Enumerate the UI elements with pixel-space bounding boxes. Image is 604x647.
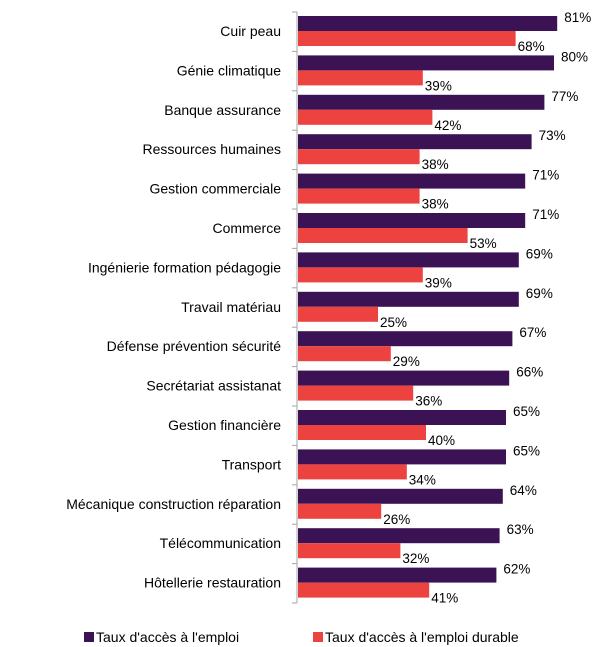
bar-emploi: [298, 134, 532, 150]
category-label: Mécanique construction réparation: [66, 496, 281, 512]
data-label: 68%: [518, 39, 545, 54]
bar-emploi-durable: [298, 267, 423, 283]
bar-emploi-durable: [298, 228, 468, 243]
bar-emploi-durable: [298, 464, 407, 480]
legend-swatch-emploi: [84, 632, 94, 642]
bar-emploi: [298, 173, 526, 189]
bar-emploi-durable: [298, 188, 420, 204]
plot-area: Cuir peau 81% 68% Génie climatique 80% 39% Ban…: [66, 10, 591, 606]
data-label: 69%: [526, 286, 553, 301]
data-label: 38%: [422, 157, 449, 172]
bar-emploi: [298, 449, 506, 465]
data-label: 71%: [532, 207, 559, 222]
bar-emploi: [298, 55, 554, 71]
data-label: 39%: [425, 275, 452, 290]
data-label: 69%: [526, 246, 553, 261]
category-label: Transport: [222, 456, 282, 472]
category-label: Défense prévention sécurité: [107, 338, 282, 354]
data-label: 62%: [503, 562, 530, 577]
bar-emploi-durable: [298, 503, 382, 519]
bar-emploi: [298, 291, 519, 307]
bar-emploi: [298, 16, 558, 31]
data-label: 25%: [380, 315, 407, 330]
data-label: 65%: [513, 404, 540, 419]
bar-emploi: [298, 331, 513, 347]
bar-emploi: [298, 213, 526, 228]
data-label: 77%: [551, 89, 578, 104]
bar-emploi-durable: [298, 425, 426, 440]
data-label: 38%: [422, 197, 449, 212]
category-label: Gestion financière: [168, 417, 281, 433]
category-label: Commerce: [213, 220, 282, 236]
category-label: Secrétariat assistanat: [146, 378, 281, 394]
bar-emploi-durable: [298, 543, 401, 559]
data-label: 80%: [561, 49, 588, 64]
bar-emploi-durable: [298, 385, 414, 401]
data-label: 64%: [510, 483, 537, 498]
data-label: 40%: [428, 433, 455, 448]
category-label: Banque assurance: [164, 102, 281, 118]
data-label: 34%: [409, 472, 436, 487]
data-label: 41%: [431, 591, 458, 606]
bar-emploi: [298, 488, 503, 504]
data-label: 71%: [532, 168, 559, 183]
category-label: Gestion commerciale: [150, 181, 282, 197]
data-label: 39%: [425, 78, 452, 93]
category-label: Ingénierie formation pédagogie: [88, 259, 281, 275]
category-label: Cuir peau: [220, 23, 281, 39]
data-label: 66%: [516, 365, 543, 380]
category-label: Ressources humaines: [142, 141, 281, 157]
category-label: Hôtellerie restauration: [144, 575, 281, 591]
data-label: 81%: [564, 10, 591, 25]
bar-emploi-durable: [298, 109, 433, 125]
bar-emploi-durable: [298, 70, 423, 86]
bar-emploi: [298, 410, 506, 425]
bar-emploi-durable: [298, 582, 430, 598]
data-label: 42%: [434, 118, 461, 133]
legend-label-emploi: Taux d'accès à l'emploi: [96, 629, 239, 645]
data-label: 73%: [539, 128, 566, 143]
bar-emploi-durable: [298, 306, 378, 322]
legend-label-emploi-durable: Taux d'accès à l'emploi durable: [325, 629, 519, 645]
data-label: 29%: [393, 354, 420, 369]
bar-emploi: [298, 567, 497, 583]
data-label: 53%: [470, 236, 497, 251]
bar-emploi-durable: [298, 346, 391, 362]
legend: Taux d'accès à l'emploi Taux d'accès à l'…: [84, 629, 519, 645]
bar-emploi: [298, 94, 545, 110]
bar-emploi: [298, 252, 519, 268]
bar-emploi: [298, 528, 500, 544]
category-label: Génie climatique: [177, 62, 281, 78]
data-label: 67%: [519, 325, 546, 340]
data-label: 32%: [402, 551, 429, 566]
data-label: 65%: [513, 443, 540, 458]
category-label: Télécommunication: [160, 535, 281, 551]
bar-emploi-durable: [298, 31, 516, 46]
data-label: 26%: [383, 512, 410, 527]
data-label: 63%: [507, 522, 534, 537]
data-label: 36%: [415, 394, 442, 409]
category-label: Travail matériau: [181, 299, 281, 315]
bar-emploi-durable: [298, 149, 420, 165]
bar-emploi: [298, 370, 510, 386]
legend-swatch-emploi-durable: [313, 632, 323, 642]
